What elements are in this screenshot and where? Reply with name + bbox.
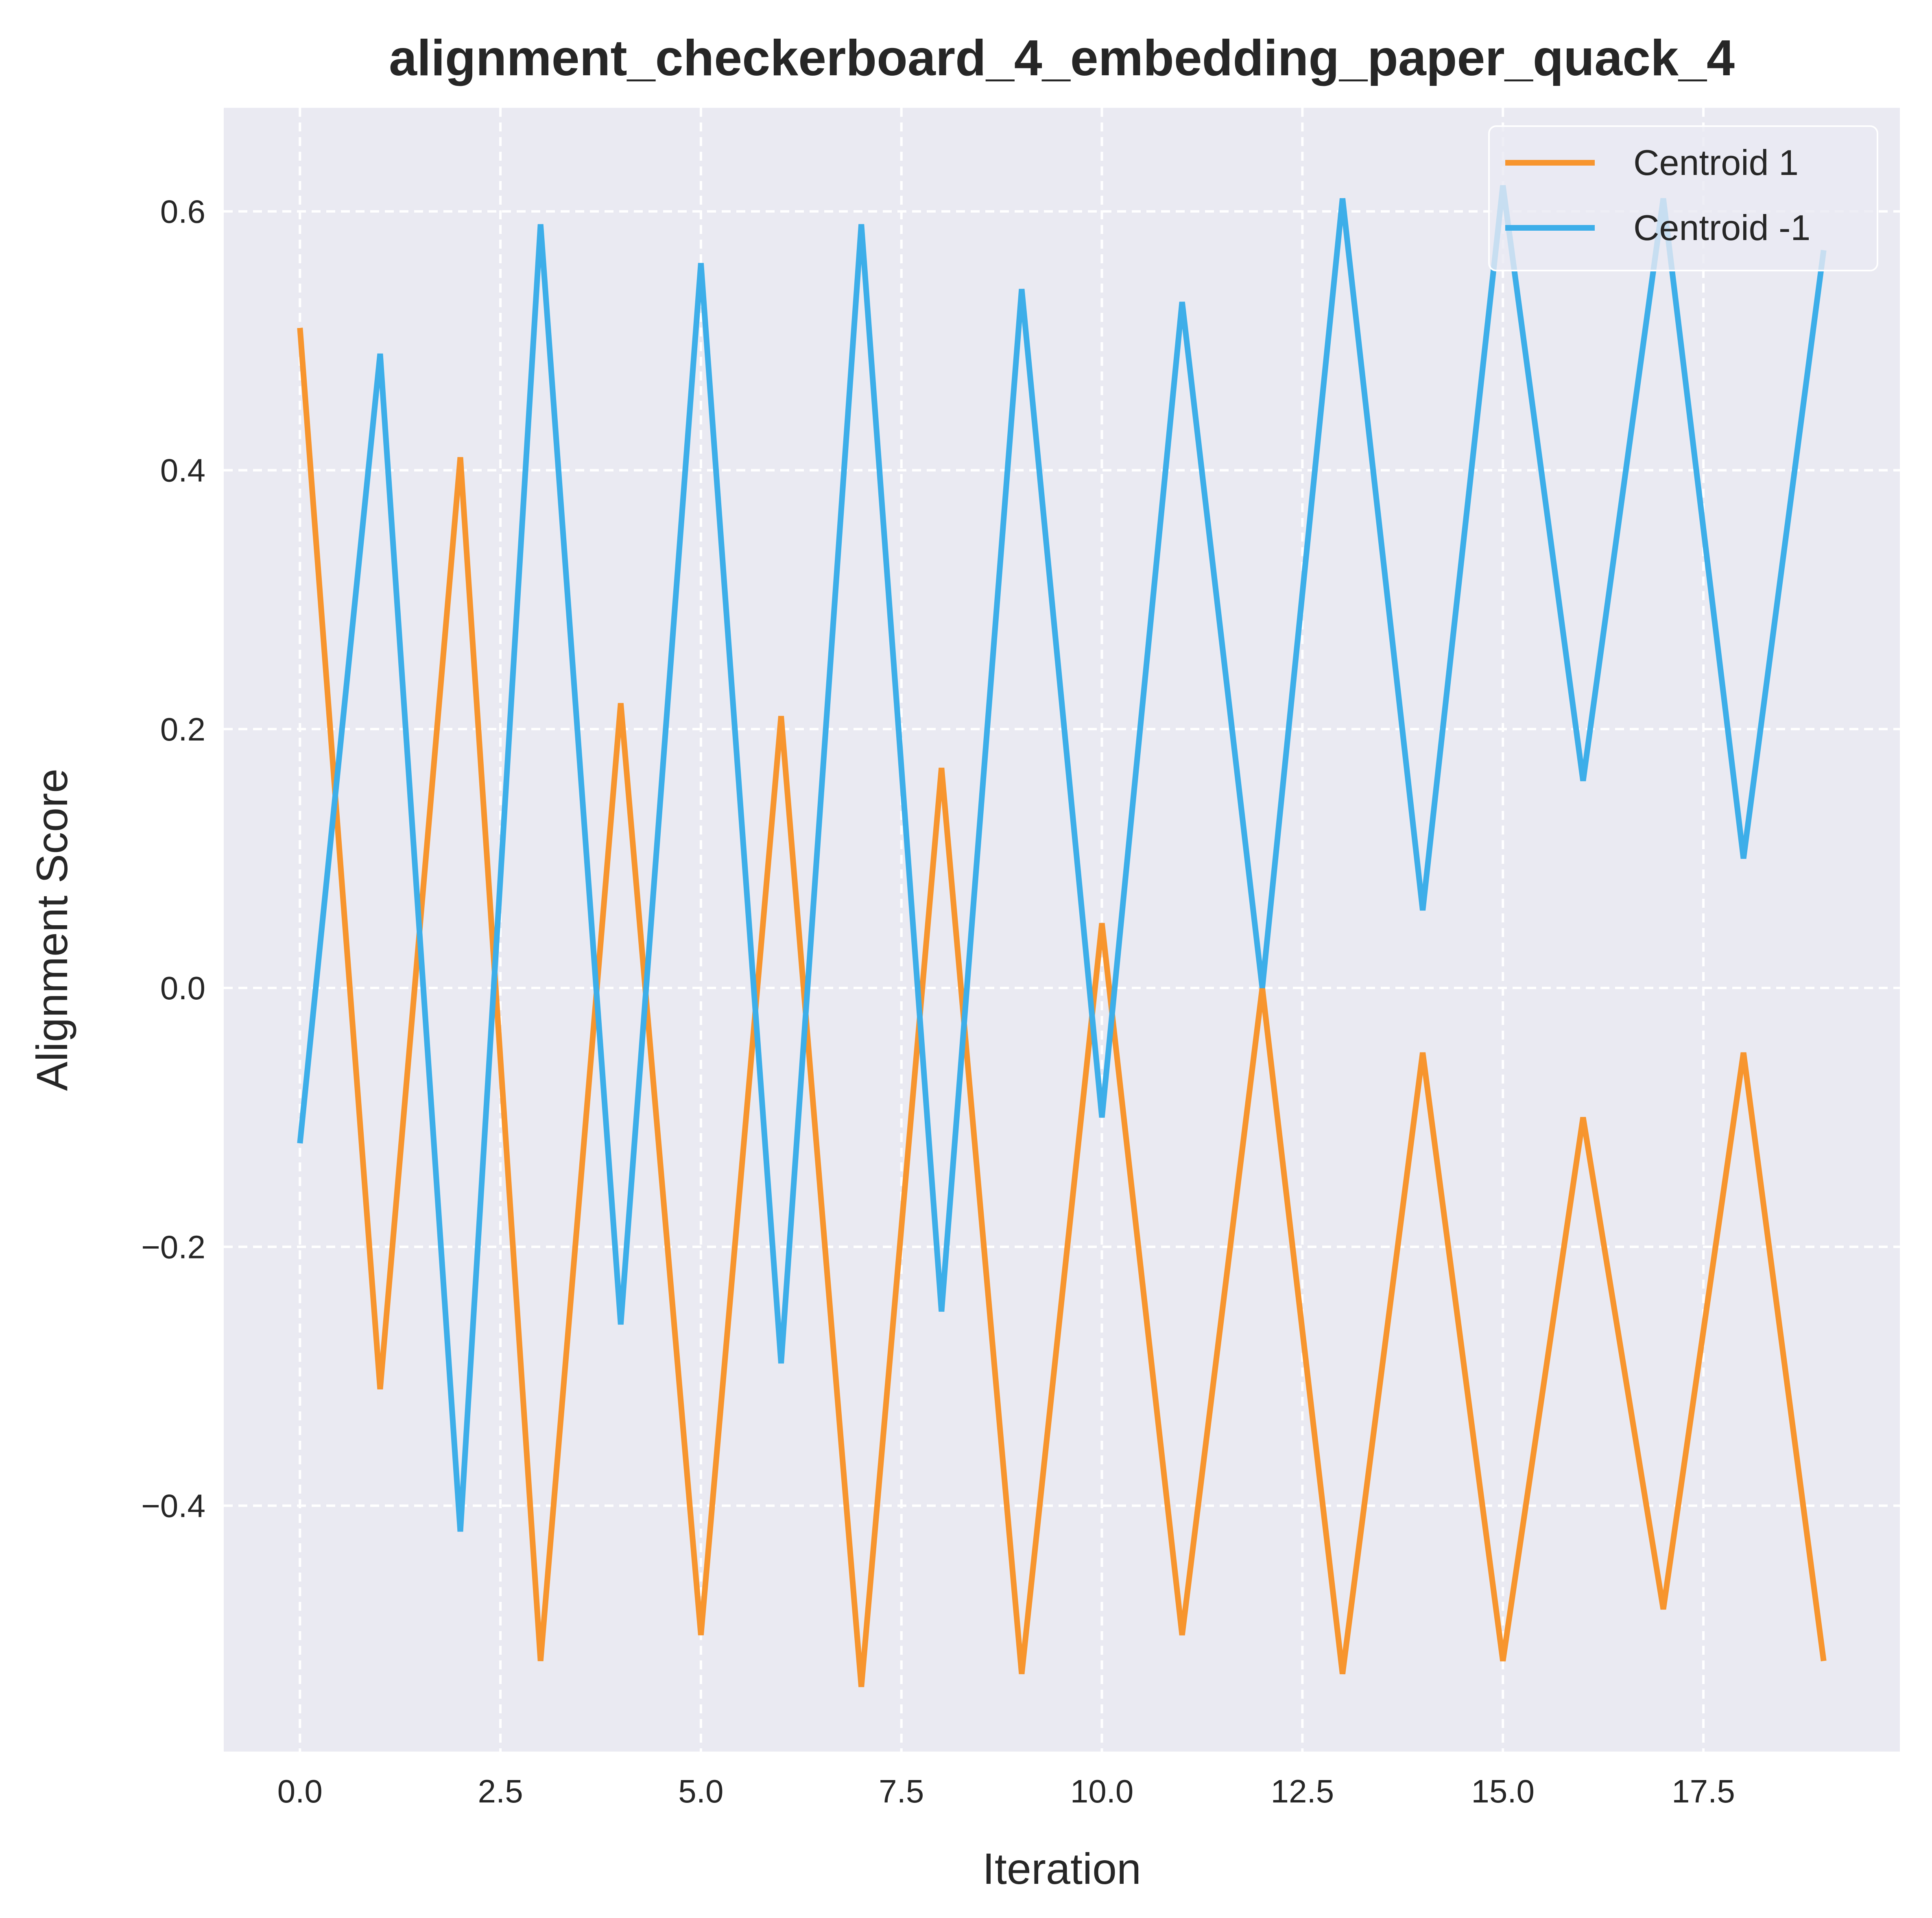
series-layer bbox=[297, 185, 1827, 1687]
legend-label-centroid-neg-1: Centroid -1 bbox=[1633, 208, 1810, 248]
y-axis-ticks: −0.4 −0.2 0.0 0.2 0.4 0.6 bbox=[141, 193, 205, 1524]
x-axis-label: Iteration bbox=[982, 1844, 1141, 1893]
legend: Centroid 1 Centroid -1 bbox=[1488, 125, 1878, 271]
grid bbox=[224, 108, 1900, 1752]
x-tick-label: 5.0 bbox=[678, 1773, 723, 1809]
x-tick-label: 10.0 bbox=[1070, 1773, 1134, 1809]
plot-area bbox=[224, 108, 1900, 1752]
x-tick-label: 12.5 bbox=[1271, 1773, 1334, 1809]
y-tick-label: 0.4 bbox=[160, 452, 205, 489]
x-tick-label: 2.5 bbox=[478, 1773, 523, 1809]
x-tick-label: 0.0 bbox=[277, 1773, 323, 1809]
y-tick-label: 0.2 bbox=[160, 711, 205, 747]
chart-title: alignment_checkerboard_4_embedding_paper… bbox=[389, 30, 1735, 86]
x-tick-label: 17.5 bbox=[1672, 1773, 1735, 1809]
legend-label-centroid-1: Centroid 1 bbox=[1633, 142, 1799, 183]
x-axis-ticks: 0.0 2.5 5.0 7.5 10.0 12.5 15.0 17.5 bbox=[277, 1773, 1735, 1809]
y-tick-label: 0.0 bbox=[160, 970, 205, 1006]
series-line-centroid-neg-1 bbox=[297, 185, 1827, 1532]
x-tick-label: 7.5 bbox=[879, 1773, 924, 1809]
y-tick-label: −0.4 bbox=[141, 1488, 205, 1524]
y-tick-label: 0.6 bbox=[160, 193, 205, 229]
y-tick-label: −0.2 bbox=[141, 1229, 205, 1265]
y-axis-label: Alignment Score bbox=[27, 769, 76, 1091]
series-line-centroid-1 bbox=[297, 328, 1827, 1687]
x-tick-label: 15.0 bbox=[1471, 1773, 1535, 1809]
